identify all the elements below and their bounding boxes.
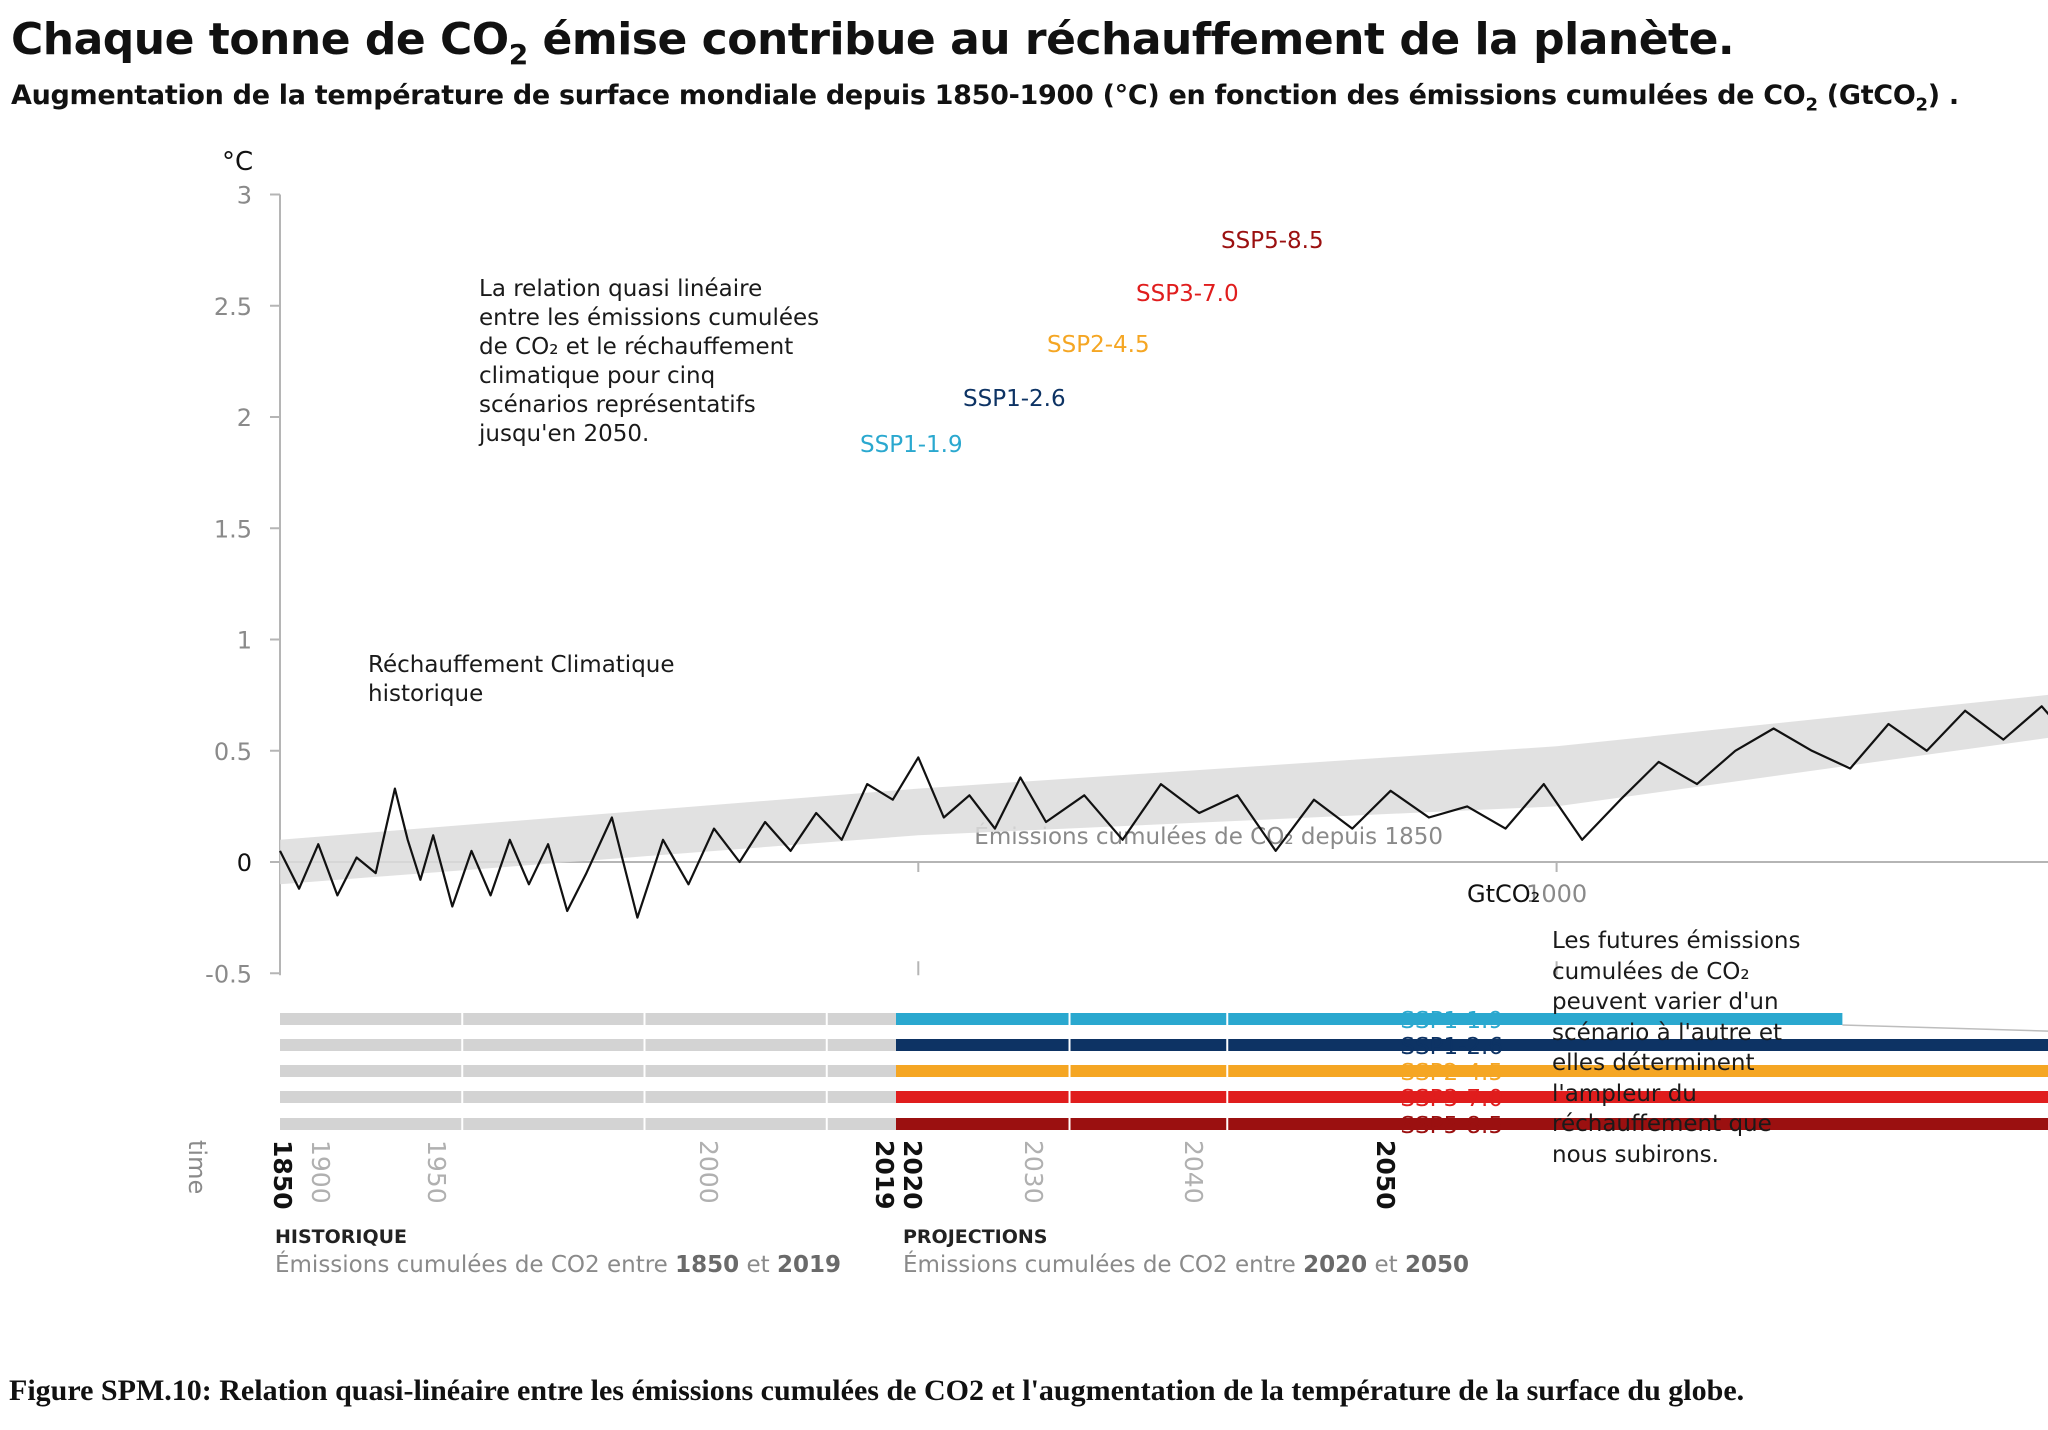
title-text-rest: émise contribue au réchauffement de la p… — [527, 14, 1735, 65]
future-note: Les futures émissions cumulées de CO₂ pe… — [1552, 926, 1800, 1170]
future-note-line: elles déterminent — [1552, 1050, 1755, 1076]
y-tick-label: 2 — [237, 404, 252, 432]
y-tick-label: 0.5 — [214, 738, 252, 766]
timeline-scenario-label: SSP2-4.5 — [1400, 1060, 1503, 1086]
future-note-line: peuvent varier d'un — [1552, 989, 1779, 1015]
scenario-label: SSP1-1.9 — [860, 432, 963, 458]
y-tick-label: 3 — [237, 182, 252, 210]
timeline-connector — [1842, 1024, 2048, 1032]
timeline-year-label: 2019 — [870, 1140, 899, 1210]
page-title: Chaque tonne de CO2 émise contribue au r… — [11, 14, 1735, 71]
historical-band — [280, 694, 2048, 885]
scenario-label: SSP1-2.6 — [963, 386, 1066, 412]
timeline-year-label: 2020 — [898, 1140, 927, 1210]
timeline-projection-bar — [896, 1065, 2048, 1077]
relation-note: La relation quasi linéaire entre les émi… — [479, 275, 819, 449]
future-note-line: l'ampleur du — [1552, 1080, 1697, 1107]
future-note-line: réchauffement que — [1552, 1111, 1772, 1137]
timeline-year-label: 1850 — [268, 1140, 297, 1210]
y-tick-label: 2.5 — [214, 293, 252, 321]
y-tick-label: 1.5 — [214, 515, 252, 543]
projections-text: Émissions cumulées de CO2 entre 2020 et … — [903, 1252, 1469, 1278]
subtitle-end: ) . — [1927, 80, 1959, 111]
figure-caption: Figure SPM.10: Relation quasi-linéaire e… — [9, 1374, 1745, 1407]
scenario-label: SSP5-8.5 — [1221, 228, 1324, 254]
title-text: Chaque tonne de CO — [11, 14, 509, 65]
timeline-scenario-label: SSP3-7.0 — [1400, 1086, 1503, 1112]
relation-note-line: de CO₂ et le réchauffement — [479, 334, 794, 360]
x-tick-label: 1000 — [1526, 880, 1587, 908]
timeline-historical-bar — [280, 1118, 896, 1130]
timeline-scenario-label: SSP5-8.5 — [1400, 1113, 1503, 1139]
subtitle-text: Augmentation de la température de surfac… — [11, 80, 1806, 111]
timeline-scenario-label: SSP1-1.9 — [1400, 1008, 1503, 1034]
historique-text: Émissions cumulées de CO2 entre 1850 et … — [275, 1252, 841, 1278]
historical-line — [279, 705, 2048, 919]
relation-note-line: climatique pour cinq — [479, 363, 716, 389]
scenario-label: SSP3-7.0 — [1136, 281, 1239, 307]
projections-year-start: 2020 — [1303, 1252, 1368, 1278]
y-tick-label: 0 — [237, 849, 252, 877]
projections-and: et — [1374, 1252, 1398, 1278]
timeline-historical-bar — [280, 1013, 896, 1025]
projections-label: PROJECTIONS Émissions cumulées de CO2 en… — [903, 1226, 1469, 1278]
relation-note-line: entre les émissions cumulées — [479, 305, 820, 331]
historic-note-line: Réchauffement Climatique — [368, 652, 675, 678]
historique-year-start: 1850 — [675, 1252, 740, 1278]
relation-note-line: jusqu'en 2050. — [479, 421, 650, 447]
historic-note-line: historique — [368, 681, 484, 707]
timeline-historical-bar — [280, 1039, 896, 1051]
x-unit-label: GtCO₂ — [1467, 880, 1540, 908]
historique-and: et — [746, 1252, 770, 1278]
timeline-projection-bar — [896, 1013, 1843, 1025]
timeline-historical-bar — [280, 1091, 896, 1103]
timeline-year-label: 2050 — [1371, 1140, 1400, 1210]
timeline-year-label: 1950 — [422, 1140, 451, 1204]
page-subtitle: Augmentation de la température de surfac… — [11, 80, 1959, 115]
timeline-year-label: 2040 — [1179, 1140, 1208, 1204]
historique-heading: HISTORIQUE — [275, 1226, 408, 1248]
future-note-line: cumulées de CO₂ — [1552, 958, 1750, 985]
y-unit-label: °C — [222, 147, 253, 177]
historic-note: Réchauffement Climatique historique — [368, 651, 675, 709]
timeline-historical-bar — [280, 1065, 896, 1077]
projections-year-end: 2050 — [1404, 1252, 1469, 1278]
timeline-projection-bar — [896, 1091, 2048, 1103]
relation-note-line: La relation quasi linéaire — [479, 276, 763, 302]
projections-text-main: Émissions cumulées de CO2 entre — [903, 1252, 1296, 1278]
timeline-projection-bar — [896, 1118, 2048, 1130]
timeline-year-label: 1900 — [306, 1140, 335, 1204]
timeline-axis-word: time — [183, 1140, 211, 1194]
subtitle-subscript-2: 2 — [1915, 94, 1928, 116]
title-subscript: 2 — [508, 37, 528, 71]
historique-year-end: 2019 — [776, 1252, 841, 1278]
scenario-label: SSP2-4.5 — [1047, 332, 1150, 358]
historique-text-main: Émissions cumulées de CO2 entre — [275, 1252, 668, 1278]
timeline-projection-bar — [896, 1039, 2048, 1051]
subtitle-subscript: 2 — [1805, 94, 1818, 116]
y-tick-label: -0.5 — [205, 960, 252, 988]
future-note-line: scénario à l'autre et — [1552, 1019, 1783, 1046]
timeline-year-label: 2030 — [1019, 1140, 1048, 1204]
relation-note-line: scénarios représentatifs — [479, 392, 756, 418]
y-tick-label: 1 — [237, 627, 252, 655]
future-note-line: Les futures émissions — [1552, 928, 1801, 954]
timeline-year-label: 2000 — [694, 1140, 723, 1204]
timeline-scenario-label: SSP1-2.6 — [1400, 1034, 1503, 1060]
future-note-line: nous subirons. — [1552, 1141, 1719, 1168]
subtitle-unit: (GtCO — [1817, 80, 1916, 111]
projections-heading: PROJECTIONS — [903, 1226, 1048, 1248]
historique-label: HISTORIQUE Émissions cumulées de CO2 ent… — [275, 1226, 841, 1278]
